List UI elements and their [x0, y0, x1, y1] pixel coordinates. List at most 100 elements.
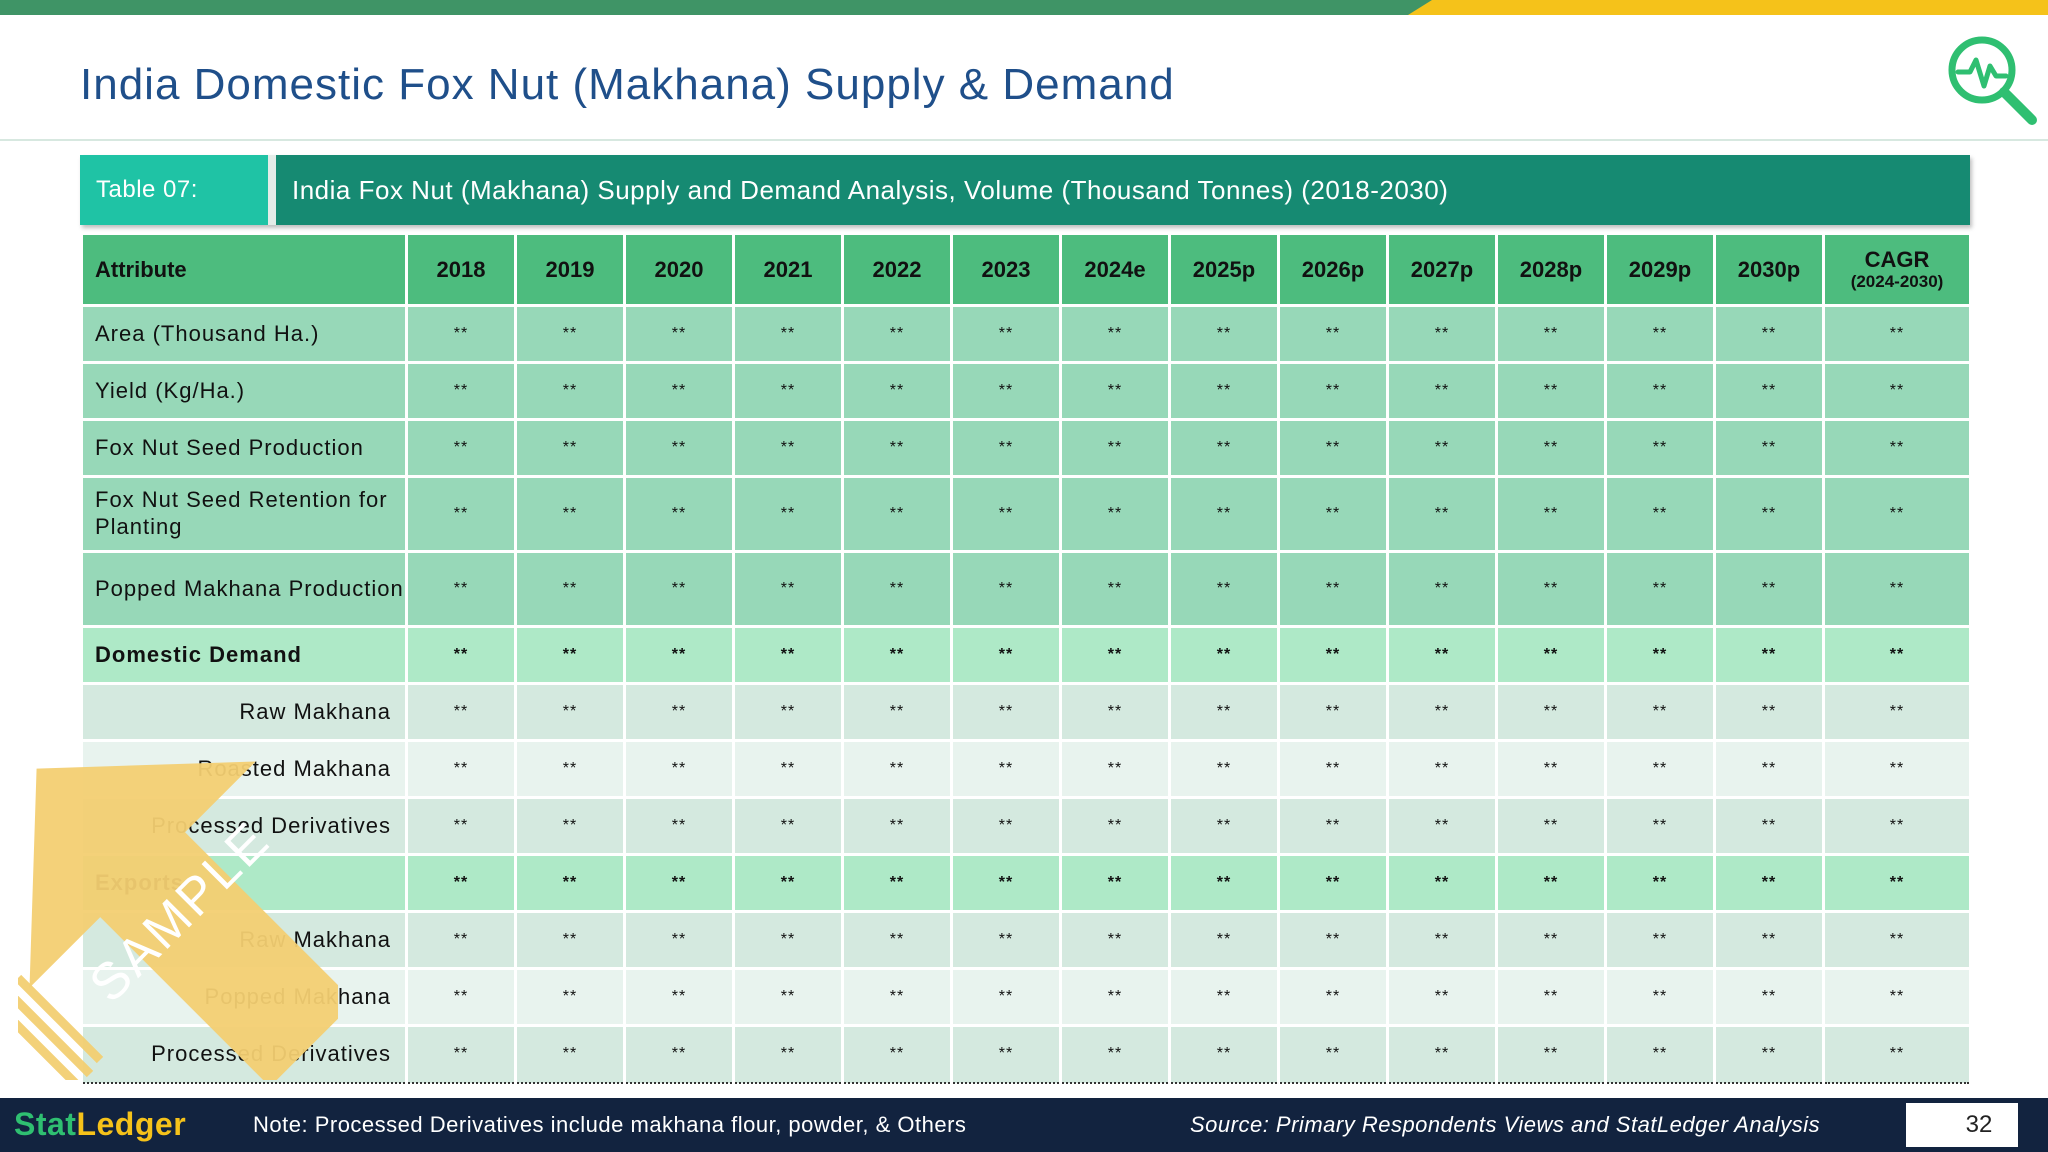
table-cell: ** [405, 418, 517, 478]
table-cell: ** [1713, 853, 1825, 913]
table-cell: ** [1386, 853, 1498, 913]
column-header: 2029p [1604, 232, 1716, 307]
table-cell: ** [514, 550, 626, 628]
table-cell: ** [1277, 910, 1389, 970]
table-cell: ** [405, 739, 517, 799]
table-cell: ** [1386, 967, 1498, 1027]
table-cell: ** [1604, 967, 1716, 1027]
table-cell: ** [1822, 739, 1972, 799]
header-divider [0, 139, 2048, 141]
row-label: Exports [80, 853, 408, 913]
table-header-row: Attribute 2018 2019 2020 2021 2022 2023 … [80, 232, 1972, 307]
column-header: 2027p [1386, 232, 1498, 307]
table-cell: ** [514, 625, 626, 685]
table-cell: ** [1386, 796, 1498, 856]
row-label: Processed Derivatives [80, 796, 408, 856]
table-cell: ** [1495, 304, 1607, 364]
table-cell: ** [1604, 682, 1716, 742]
table-cell: ** [623, 739, 735, 799]
table-cell: ** [405, 625, 517, 685]
table-row: Fox Nut Seed Production ** ** ** ** ** ** ** ** *… [80, 418, 1972, 478]
supply-demand-table: Attribute 2018 2019 2020 2021 2022 2023 … [80, 232, 1972, 1084]
table-cell: ** [514, 853, 626, 913]
table-cell: ** [1277, 475, 1389, 553]
table-row: Domestic Demand ** ** ** ** ** ** ** ** ** ** ** ** *… [80, 625, 1972, 685]
row-label: Popped Makhana Production [80, 550, 408, 628]
table-cell: ** [405, 1024, 517, 1084]
table-cell: ** [732, 853, 844, 913]
table-cell: ** [1822, 853, 1972, 913]
table-row: Fox Nut Seed Retention for Planting ** ** *… [80, 475, 1972, 553]
table-cell: ** [732, 625, 844, 685]
table-cell: ** [1059, 550, 1171, 628]
column-header: 2025p [1168, 232, 1280, 307]
table-cell: ** [1059, 1024, 1171, 1084]
table-cell: ** [841, 1024, 953, 1084]
footer: StatLedger Note: Processed Derivatives i… [0, 1098, 2048, 1152]
table-cell: ** [1713, 1024, 1825, 1084]
table-cell: ** [1495, 475, 1607, 553]
table-cell: ** [1277, 418, 1389, 478]
source-note: Source: Primary Respondents Views and St… [1190, 1112, 1821, 1137]
table-cell: ** [1386, 682, 1498, 742]
table-cell: ** [405, 361, 517, 421]
table-number: Table 07: [80, 155, 268, 225]
table-cell: ** [1059, 475, 1171, 553]
table-cell: ** [514, 475, 626, 553]
table-cell: ** [1168, 550, 1280, 628]
table-cell: ** [1386, 910, 1498, 970]
table-cell: ** [514, 304, 626, 364]
column-header: 2022 [841, 232, 953, 307]
table-cell: ** [1059, 796, 1171, 856]
table-cell: ** [1495, 796, 1607, 856]
page-number: 32 [1906, 1103, 2018, 1147]
table-cell: ** [1277, 304, 1389, 364]
cagr-label: CAGR [1864, 247, 1930, 273]
table-cell: ** [623, 304, 735, 364]
table-cell: ** [1277, 550, 1389, 628]
table-cell: ** [950, 418, 1062, 478]
row-label: Fox Nut Seed Retention for Planting [80, 475, 408, 553]
table-cell: ** [623, 967, 735, 1027]
table-cell: ** [1822, 550, 1972, 628]
table-cell: ** [1277, 361, 1389, 421]
table-cell: ** [1713, 418, 1825, 478]
table-row: Roasted Makhana ** ** ** ** ** ** ** ** ** ** ** ** *… [80, 739, 1972, 799]
table-cell: ** [950, 853, 1062, 913]
table-cell: ** [1713, 304, 1825, 364]
table-cell: ** [950, 361, 1062, 421]
row-label: Area (Thousand Ha.) [80, 304, 408, 364]
table-cell: ** [1604, 910, 1716, 970]
table-cell: ** [1713, 625, 1825, 685]
table-cell: ** [623, 625, 735, 685]
column-header: Attribute [80, 232, 408, 307]
table-cell: ** [514, 796, 626, 856]
table-cell: ** [1822, 418, 1972, 478]
cagr-column-header: CAGR (2024-2030) [1822, 232, 1972, 307]
table-cell: ** [1059, 910, 1171, 970]
table-cell: ** [1822, 1024, 1972, 1084]
brand-ledger-text: Ledger [76, 1106, 187, 1142]
table-cell: ** [1604, 796, 1716, 856]
table-cell: ** [405, 682, 517, 742]
table-cell: ** [1713, 739, 1825, 799]
table-cell: ** [841, 739, 953, 799]
table-cell: ** [623, 418, 735, 478]
table-cell: ** [1822, 967, 1972, 1027]
brand-stat-text: Stat [14, 1106, 77, 1142]
table-cell: ** [514, 1024, 626, 1084]
table-cell: ** [1604, 361, 1716, 421]
table-cell: ** [1604, 625, 1716, 685]
table-cell: ** [841, 550, 953, 628]
brand-logo: StatLedger [14, 1106, 186, 1143]
table-cell: ** [405, 967, 517, 1027]
table-cell: ** [841, 796, 953, 856]
table-cell: ** [841, 361, 953, 421]
column-header: 2028p [1495, 232, 1607, 307]
table-cell: ** [1059, 682, 1171, 742]
table-cell: ** [1168, 475, 1280, 553]
table-cell: ** [1495, 967, 1607, 1027]
table-cell: ** [1059, 739, 1171, 799]
table-cell: ** [1386, 625, 1498, 685]
table-cell: ** [841, 418, 953, 478]
